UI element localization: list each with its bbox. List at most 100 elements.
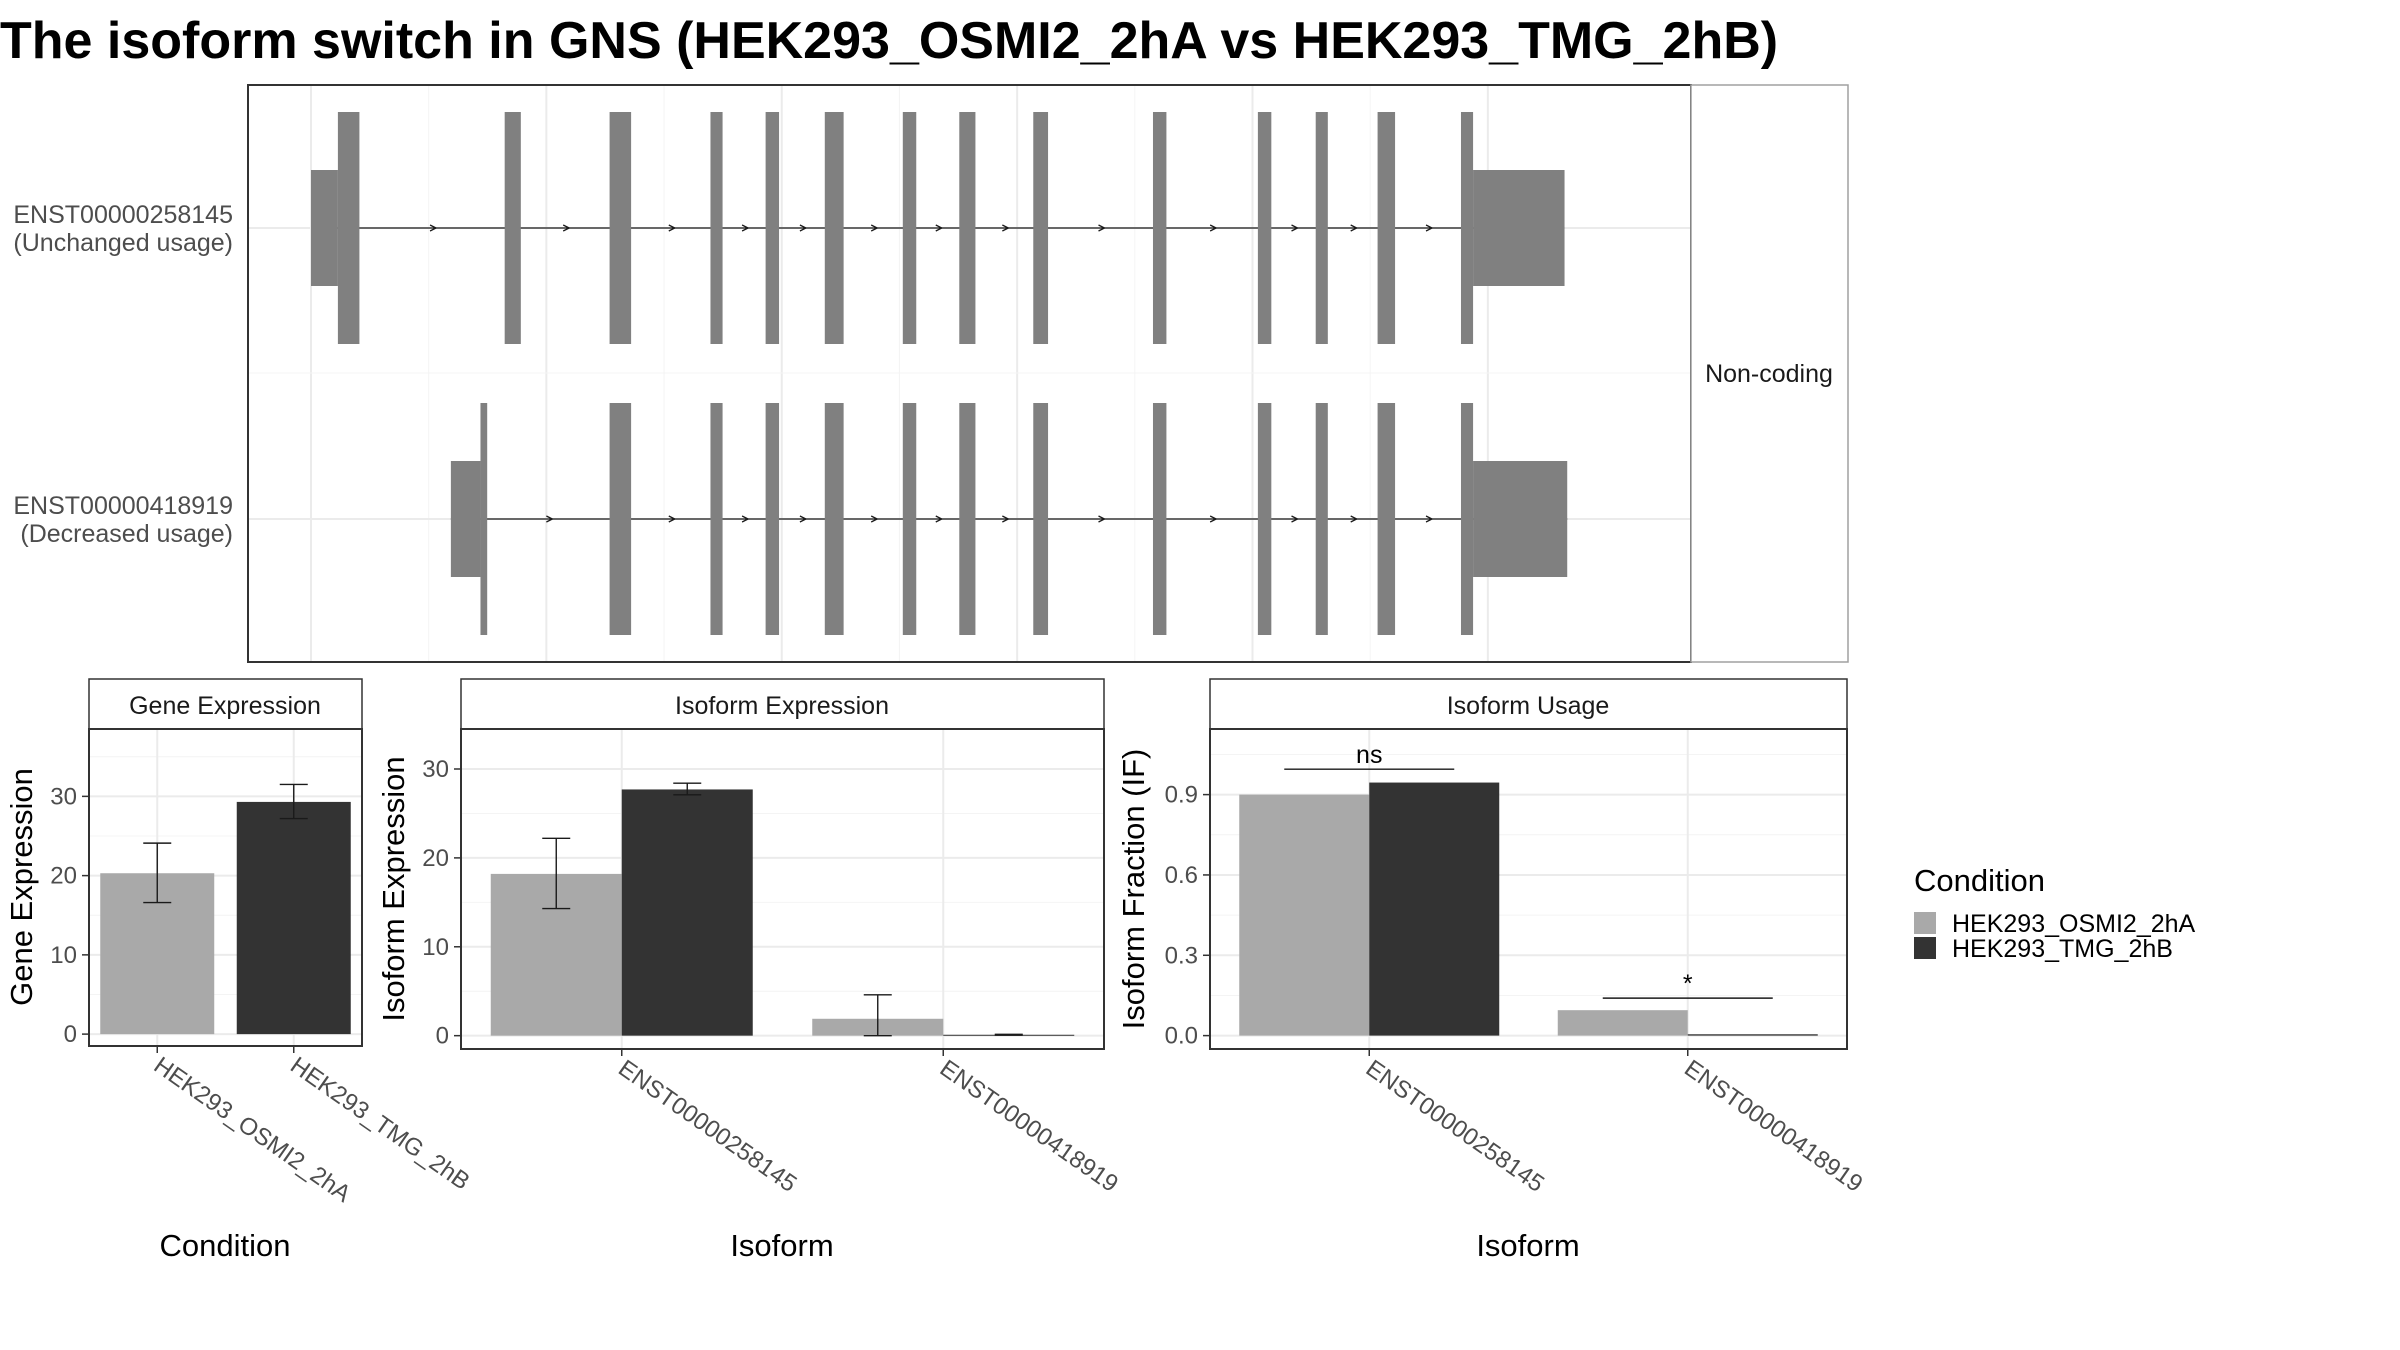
transcript-track-1: [311, 112, 1565, 344]
intron-direction-arrow: [429, 224, 438, 232]
intron-direction-arrow: [935, 224, 944, 232]
gene-expression-bar: [236, 801, 351, 1035]
legend-swatch-osmi2: [1914, 912, 1936, 934]
intron-direction-arrow: [935, 515, 944, 523]
intron-direction-arrow: [1425, 515, 1434, 523]
coding-exon-9: [1033, 403, 1049, 635]
isoform-expression-y-label: Isoform Expression: [376, 756, 411, 1021]
intron-direction-arrow: [1098, 224, 1106, 232]
coding-exon-7: [902, 403, 917, 635]
coding-exon-11: [1257, 403, 1272, 635]
coding-exon-4: [609, 112, 632, 344]
isoform-usage-strip: [1209, 678, 1848, 730]
legend-title: Condition: [1914, 863, 2045, 898]
intron-direction-arrow: [1291, 224, 1299, 232]
coding-exon-12: [1315, 403, 1328, 635]
intron-direction-arrow: [1350, 515, 1359, 523]
transcript-strip-label: Non-coding: [1705, 360, 1833, 388]
gene-expression-strip-title: Gene Expression: [129, 692, 321, 720]
coding-exon-10: [1033, 112, 1049, 344]
isoform-expression-bar: [621, 789, 753, 1036]
legend-label-tmg: HEK293_TMG_2hB: [1952, 935, 2173, 963]
coding-exon-2: [480, 403, 488, 635]
coding-exon-15: [1460, 112, 1474, 344]
intron-direction-arrow: [546, 515, 554, 523]
coding-exon-13: [1377, 403, 1396, 635]
coding-exon-7: [824, 112, 844, 344]
isoform-usage-significance-label: *: [1683, 970, 1693, 998]
legend-swatch-tmg: [1914, 937, 1936, 959]
coding-exon-14: [1377, 112, 1396, 344]
isoform-usage-y-tick-label: 0.3: [1165, 942, 1198, 969]
utr-exon-16: [1473, 170, 1565, 286]
coding-exon-10: [1152, 403, 1167, 635]
intron-direction-arrow: [1291, 515, 1299, 523]
intron-direction-arrow: [1350, 224, 1359, 232]
coding-exon-9: [959, 112, 976, 344]
isoform-usage-y-label: Isoform Fraction (IF): [1116, 749, 1151, 1030]
isoform-usage-y-tick-label: 0.6: [1165, 862, 1198, 889]
gene-expression-panel: Gene Expression 0102030HEK293_OSMI2_2hAH…: [4, 678, 475, 1263]
isoform-usage-strip-title: Isoform Usage: [1447, 692, 1610, 720]
legend-label-osmi2: HEK293_OSMI2_2hA: [1952, 910, 2196, 938]
isoform-usage-significance-label: ns: [1356, 741, 1382, 769]
coding-exon-6: [824, 403, 844, 635]
isoform-expression-x-label: Isoform: [730, 1228, 833, 1263]
legend: Condition HEK293_OSMI2_2hA HEK293_TMG_2h…: [1914, 863, 2196, 963]
intron-direction-arrow: [668, 224, 677, 232]
isoform-expression-strip: [460, 678, 1105, 730]
intron-direction-arrow: [741, 515, 750, 523]
intron-direction-arrow: [799, 515, 808, 523]
coding-exon-8: [959, 403, 976, 635]
coding-exon-5: [765, 403, 780, 635]
gene-expression-y-label: Gene Expression: [4, 768, 39, 1006]
transcript-panel: Non-coding ENST00000258145 (Unchanged us…: [13, 84, 1849, 663]
isoform-expression-y-tick-label: 0: [436, 1023, 449, 1050]
isoform-usage-border: [1209, 728, 1848, 1050]
coding-exon-13: [1315, 112, 1328, 344]
transcript-tracks: [311, 112, 1568, 635]
isoform-usage-bar: [1557, 1010, 1688, 1036]
coding-exon-6: [765, 112, 780, 344]
gene-expression-strip: [88, 678, 363, 730]
intron-direction-arrow: [741, 224, 750, 232]
utr-exon-1: [311, 170, 338, 286]
gene-expression-y-tick-label: 0: [64, 1021, 77, 1048]
intron-direction-arrow: [870, 224, 879, 232]
coding-exon-11: [1152, 112, 1167, 344]
isoform-expression-y-tick-label: 30: [422, 756, 449, 783]
isoform-usage-y-tick-label: 0.9: [1165, 782, 1198, 809]
utr-exon-15: [1473, 461, 1568, 577]
isoform-expression-y-tick-label: 20: [422, 845, 449, 872]
coding-exon-3: [504, 112, 521, 344]
isoform-usage-y-tick-label: 0.0: [1165, 1023, 1198, 1050]
intron-direction-arrow: [668, 515, 677, 523]
coding-exon-14: [1460, 403, 1474, 635]
coding-exon-12: [1257, 112, 1272, 344]
isoform-expression-strip-title: Isoform Expression: [675, 692, 889, 720]
gene-expression-y-tick-label: 30: [50, 783, 77, 810]
coding-exon-5: [710, 112, 723, 344]
intron-direction-arrow: [1002, 224, 1010, 232]
isoform-expression-border: [460, 728, 1105, 1050]
isoform-usage-x-label: Isoform: [1476, 1228, 1579, 1263]
intron-direction-arrow: [1209, 224, 1218, 232]
gene-expression-x-label: Condition: [160, 1228, 291, 1263]
transcript-1-usage: (Unchanged usage): [13, 229, 233, 257]
coding-exon-8: [902, 112, 917, 344]
utr-exon-1: [450, 461, 481, 577]
gene-expression-y-tick-label: 10: [50, 942, 77, 969]
intron-direction-arrow: [562, 224, 571, 232]
isoform-expression-y-tick-label: 10: [422, 934, 449, 961]
intron-direction-arrow: [870, 515, 879, 523]
intron-direction-arrow: [1425, 224, 1434, 232]
transcript-2-usage: (Decreased usage): [20, 520, 233, 548]
transcript-strip: [1690, 84, 1849, 663]
figure-title: The isoform switch in GNS (HEK293_OSMI2_…: [0, 12, 1778, 70]
coding-exon-3: [609, 403, 632, 635]
transcript-track-2: [450, 403, 1568, 635]
gene-expression-y-tick-label: 20: [50, 863, 77, 890]
intron-direction-arrow: [1098, 515, 1106, 523]
